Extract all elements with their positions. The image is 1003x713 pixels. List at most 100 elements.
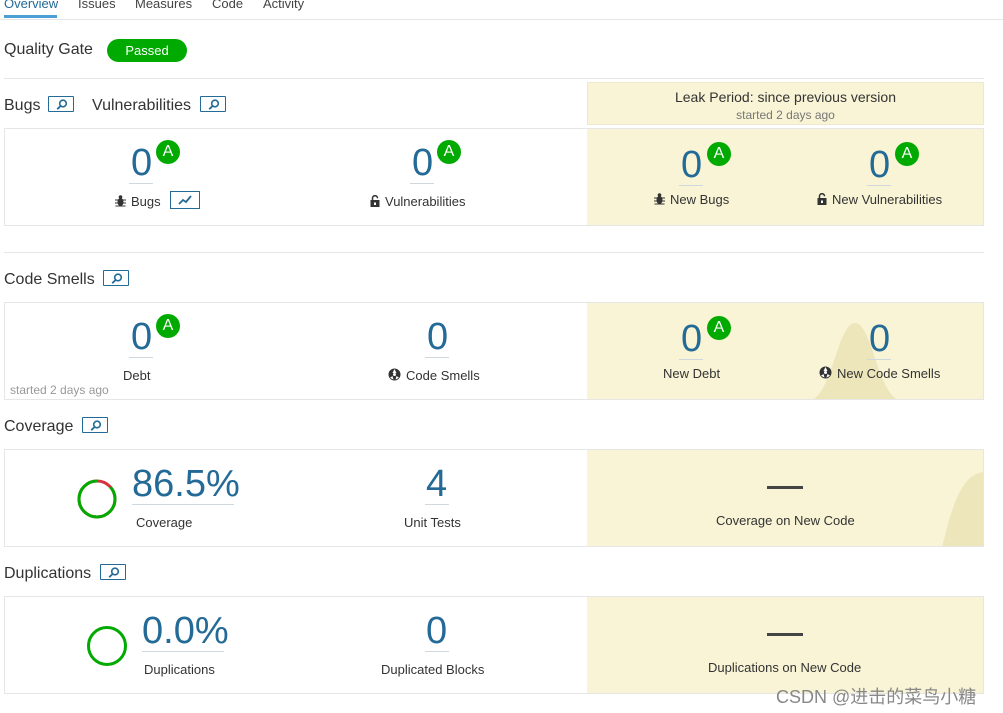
vulnerabilities-rating[interactable]: A: [437, 140, 461, 164]
code-smells-card: 0 A Debt started 2 days ago 0 Code Smell…: [4, 302, 984, 400]
duplications-details-button[interactable]: [100, 564, 126, 580]
trend-chart-icon: [178, 195, 192, 205]
bugs-label: Bugs: [115, 194, 161, 209]
duplications-donut-chart: [87, 626, 127, 666]
search-icon: [108, 567, 120, 578]
code-smells-value[interactable]: 0: [427, 316, 449, 358]
quality-gate-status-badge: Passed: [107, 39, 187, 62]
code-smell-icon: [819, 366, 832, 379]
duplications-value[interactable]: 0.0%: [142, 610, 229, 652]
duplications-card: 0.0% Duplications 0 Duplicated Blocks Du…: [4, 596, 984, 694]
value-underline: [142, 651, 224, 652]
debt-label: Debt: [123, 368, 151, 383]
leak-period-panel: [587, 129, 983, 225]
divider: [4, 252, 984, 253]
bugs-value[interactable]: 0: [131, 142, 153, 184]
vulnerabilities-details-button[interactable]: [200, 96, 226, 112]
leak-period-title: Leak Period: since previous version: [674, 89, 896, 105]
vulnerabilities-section-title: Vulnerabilities: [92, 97, 192, 114]
search-icon: [56, 99, 68, 110]
coverage-card: 86.5% Coverage 4 Unit Tests Coverage on …: [4, 449, 984, 547]
value-underline: [129, 183, 153, 184]
quality-gate-label: Quality Gate: [4, 41, 93, 58]
tab-bar: Overview Issues Measures Code Activity: [0, 0, 1003, 20]
new-debt-rating[interactable]: A: [707, 316, 731, 340]
tab-activity[interactable]: Activity: [263, 0, 305, 11]
search-icon: [111, 273, 123, 284]
new-code-smells-label-text: New Code Smells: [837, 366, 941, 381]
watermark-text: CSDN @进击的菜鸟小糖: [776, 687, 977, 707]
tab-measures[interactable]: Measures: [135, 0, 193, 11]
new-debt-value[interactable]: 0: [681, 318, 703, 360]
vulnerabilities-value[interactable]: 0: [412, 142, 434, 184]
code-smells-label: Code Smells: [388, 368, 480, 383]
leak-period-panel: [587, 303, 983, 399]
value-underline: [129, 357, 153, 358]
duplicated-blocks-label: Duplicated Blocks: [381, 662, 485, 677]
debt-value[interactable]: 0: [131, 316, 153, 358]
coverage-new-code-label: Coverage on New Code: [716, 513, 855, 528]
bugs-label-text: Bugs: [131, 194, 161, 209]
new-code-smells-label: New Code Smells: [819, 366, 940, 381]
new-vulnerabilities-value[interactable]: 0: [869, 144, 891, 186]
leak-period-started: started 2 days ago: [736, 108, 835, 122]
bugs-rating[interactable]: A: [156, 140, 180, 164]
bugs-details-button[interactable]: [48, 96, 74, 112]
tab-code[interactable]: Code: [212, 0, 244, 11]
new-bugs-rating[interactable]: A: [707, 142, 731, 166]
value-underline: [425, 651, 449, 652]
bug-icon: [115, 195, 126, 207]
bugs-history-button[interactable]: [170, 191, 200, 209]
new-code-smells-value[interactable]: 0: [869, 318, 891, 360]
value-underline: [679, 359, 703, 360]
value-underline: [425, 357, 449, 358]
new-bugs-value[interactable]: 0: [681, 144, 703, 186]
duplicated-blocks-value[interactable]: 0: [426, 610, 448, 652]
value-underline: [410, 183, 434, 184]
coverage-details-button[interactable]: [82, 417, 108, 433]
unit-tests-value[interactable]: 4: [426, 463, 448, 505]
new-bugs-label: New Bugs: [654, 192, 729, 207]
duplications-new-code-empty-dash: [767, 633, 803, 636]
code-smell-icon: [388, 368, 401, 381]
code-smells-section-title: Code Smells: [4, 271, 95, 288]
debt-rating[interactable]: A: [156, 314, 180, 338]
debt-started-text: started 2 days ago: [10, 383, 109, 397]
duplications-label: Duplications: [144, 662, 215, 677]
tab-issues[interactable]: Issues: [78, 0, 116, 11]
tab-overview[interactable]: Overview: [4, 0, 59, 11]
duplications-section-title: Duplications: [4, 565, 92, 582]
new-vulnerabilities-label-text: New Vulnerabilities: [832, 192, 943, 207]
coverage-donut-chart: [77, 479, 117, 519]
search-icon: [208, 99, 220, 110]
value-underline: [679, 185, 703, 186]
coverage-label: Coverage: [136, 515, 193, 530]
code-smells-label-text: Code Smells: [406, 368, 480, 383]
coverage-section-title: Coverage: [4, 418, 74, 435]
bug-icon: [654, 193, 665, 205]
coverage-value[interactable]: 86.5%: [132, 463, 240, 505]
lock-icon: [370, 194, 380, 207]
leak-period-panel: [587, 597, 983, 693]
new-vulnerabilities-rating[interactable]: A: [895, 142, 919, 166]
new-vulnerabilities-label: New Vulnerabilities: [817, 192, 942, 207]
value-underline: [132, 504, 234, 505]
divider: [4, 78, 984, 79]
new-debt-label: New Debt: [663, 366, 721, 381]
coverage-new-code-sparkline: [942, 472, 983, 546]
bugs-section-title: Bugs: [4, 97, 41, 114]
code-smells-details-button[interactable]: [103, 270, 129, 286]
new-bugs-label-text: New Bugs: [670, 192, 730, 207]
vulnerabilities-label: Vulnerabilities: [370, 194, 465, 209]
value-underline: [425, 504, 449, 505]
value-underline: [867, 185, 891, 186]
vulnerabilities-label-text: Vulnerabilities: [385, 194, 466, 209]
active-tab-indicator: [4, 15, 57, 18]
search-icon: [90, 420, 102, 431]
bugs-vulnerabilities-card: 0 A Bugs 0 A Vulnerabilities 0 A New Bug…: [4, 128, 984, 226]
coverage-new-code-empty-dash: [767, 486, 803, 489]
new-code-smells-sparkline: [813, 323, 897, 399]
leak-period-header: Leak Period: since previous version star…: [587, 82, 984, 125]
lock-icon: [817, 192, 827, 205]
value-underline: [867, 359, 891, 360]
